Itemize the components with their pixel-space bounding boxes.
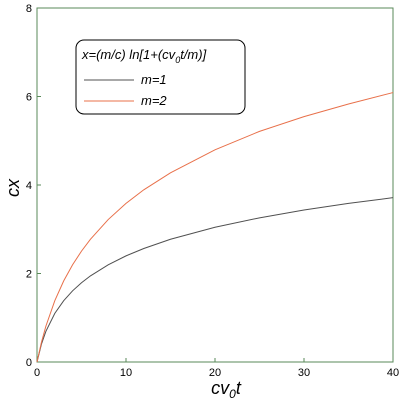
- legend-label-m2: m=2: [141, 93, 167, 108]
- x-tick-label: 40: [387, 367, 399, 379]
- y-axis-label: cx: [3, 178, 23, 197]
- y-tick-label: 4: [26, 180, 32, 192]
- x-tick-label: 30: [298, 367, 310, 379]
- legend-box: [75, 39, 246, 115]
- x-axis-label: cv0t: [211, 378, 242, 401]
- x-tick-label: 10: [120, 367, 132, 379]
- series-line-m2: [36, 92, 394, 363]
- legend: x=(m/c) ln[1+(cv0t/m)] m=1 m=2: [75, 39, 246, 115]
- y-tick-label: 6: [26, 92, 32, 104]
- y-tick-label: 0: [26, 357, 32, 369]
- legend-label-m1: m=1: [141, 72, 167, 87]
- series-line-m1: [36, 197, 394, 363]
- y-tick-label: 2: [26, 269, 32, 281]
- legend-title: x=(m/c) ln[1+(cv0t/m)]: [81, 47, 207, 65]
- series-layer: [36, 92, 394, 363]
- x-tick-label: 0: [34, 367, 40, 379]
- y-tick-label: 8: [26, 3, 32, 15]
- ticks: 0 10 20 30 40 0 2 4 6 8: [26, 3, 399, 379]
- x-tick-label: 20: [209, 367, 221, 379]
